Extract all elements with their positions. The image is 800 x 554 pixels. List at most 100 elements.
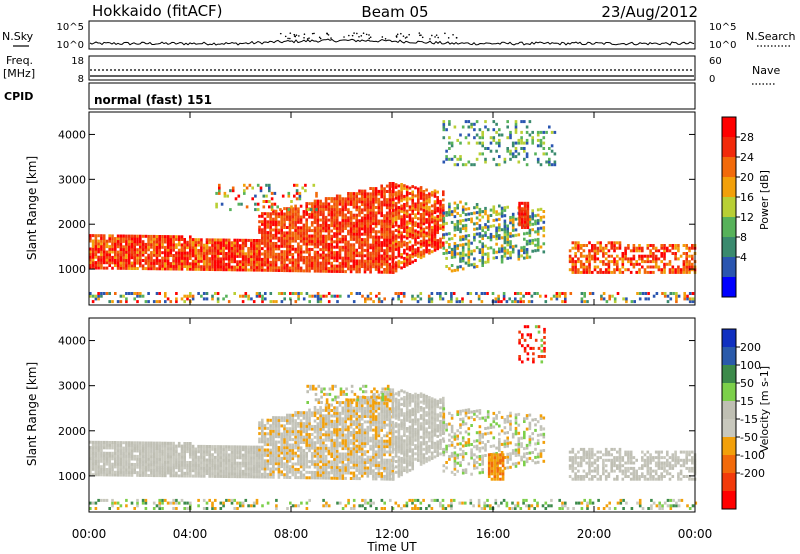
heatmap-cell — [139, 264, 142, 268]
heatmap-cell — [225, 238, 228, 242]
heatmap-cell — [341, 245, 345, 249]
heatmap-cell — [144, 242, 148, 246]
heatmap-cell — [305, 446, 308, 450]
heatmap-cell — [194, 246, 198, 250]
heatmap-cell — [169, 237, 173, 241]
heatmap-cell — [392, 265, 395, 269]
heatmap-cell — [108, 234, 111, 238]
heatmap-cell — [114, 258, 117, 262]
heatmap-cell — [205, 254, 209, 258]
heatmap-cell — [327, 210, 331, 214]
heatmap-cell — [688, 254, 691, 258]
heatmap-cell — [484, 225, 487, 229]
heatmap-cell — [430, 242, 434, 246]
heatmap-cell — [445, 149, 448, 153]
heatmap-cell — [355, 240, 358, 244]
heatmap-cell — [177, 259, 181, 263]
heatmap-cell — [97, 473, 100, 477]
heatmap-cell — [286, 242, 289, 246]
heatmap-cell — [136, 240, 139, 244]
heatmap-cell — [316, 213, 320, 217]
heatmap-cell — [411, 294, 414, 298]
heatmap-cell — [459, 235, 462, 239]
heatmap-cell — [191, 466, 195, 470]
heatmap-cell — [180, 235, 184, 239]
noise-search-dot — [369, 36, 372, 39]
heatmap-cell — [302, 424, 306, 428]
heatmap-cell — [439, 237, 442, 241]
heatmap-cell — [297, 432, 300, 436]
heatmap-cell — [360, 251, 364, 255]
heatmap-cell — [327, 465, 331, 469]
heatmap-cell — [266, 225, 270, 229]
heatmap-cell — [214, 251, 217, 255]
heatmap-cell — [114, 443, 117, 447]
heatmap-cell — [498, 144, 501, 148]
heatmap-cell — [252, 470, 256, 473]
heatmap-cell — [152, 245, 156, 249]
heatmap-cell — [341, 216, 345, 220]
heatmap-cell — [484, 233, 487, 237]
heatmap-cell — [533, 292, 536, 295]
heatmap-cell — [122, 258, 125, 262]
heatmap-cell — [495, 213, 498, 216]
heatmap-cell — [105, 443, 109, 447]
heatmap-cell — [200, 474, 203, 478]
heatmap-cell — [100, 255, 103, 259]
heatmap-cell — [152, 449, 156, 453]
heatmap-cell — [508, 297, 511, 301]
heatmap-cell — [239, 254, 242, 258]
heatmap-cell — [186, 297, 189, 301]
heatmap-cell — [288, 269, 292, 273]
heatmap-cell — [602, 260, 605, 264]
heatmap-cell — [164, 474, 167, 478]
heatmap-cell — [155, 292, 159, 295]
heatmap-cell — [286, 217, 289, 221]
heatmap-cell — [313, 234, 317, 238]
heatmap-cell — [194, 238, 198, 242]
heatmap-cell — [269, 459, 272, 463]
heatmap-cell — [297, 411, 300, 415]
heatmap-cell — [133, 242, 136, 246]
heatmap-cell — [385, 233, 389, 237]
heatmap-cell — [358, 254, 361, 258]
heatmap-cell — [274, 429, 278, 433]
heatmap-cell — [127, 253, 131, 257]
heatmap-cell — [448, 208, 451, 211]
heatmap-cell — [498, 155, 501, 159]
heatmap-cell — [164, 256, 167, 260]
heatmap-cell — [111, 443, 114, 447]
heatmap-cell — [641, 292, 645, 295]
heatmap-cell — [319, 232, 322, 235]
heatmap-cell — [333, 251, 336, 255]
heatmap-cell — [183, 259, 186, 263]
heatmap-cell — [263, 241, 267, 245]
heatmap-cell — [380, 243, 383, 247]
heatmap-cell — [363, 238, 367, 242]
heatmap-cell — [97, 467, 100, 471]
heatmap-cell — [263, 453, 267, 457]
heatmap-cell — [506, 240, 509, 244]
heatmap-cell — [433, 248, 437, 252]
heatmap-cell — [299, 234, 303, 238]
heatmap-cell — [333, 446, 336, 450]
heatmap-cell — [250, 467, 253, 471]
heatmap-cell — [486, 252, 490, 256]
heatmap-cell — [216, 464, 220, 468]
heatmap-cell — [250, 472, 253, 476]
heatmap-cell — [330, 452, 333, 456]
heatmap-cell — [100, 470, 103, 474]
heatmap-cell — [503, 222, 507, 226]
heatmap-cell — [526, 217, 530, 221]
heatmap-cell — [89, 459, 92, 463]
heatmap-cell — [453, 228, 457, 232]
heatmap-cell — [258, 459, 261, 463]
heatmap-cell — [191, 294, 195, 298]
heatmap-cell — [605, 300, 609, 304]
heatmap-cell — [233, 265, 236, 269]
heatmap-cell — [481, 229, 484, 232]
heatmap-cell — [316, 411, 320, 415]
heatmap-cell — [374, 222, 378, 226]
heatmap-cell — [308, 470, 311, 474]
heatmap-cell — [526, 226, 530, 229]
